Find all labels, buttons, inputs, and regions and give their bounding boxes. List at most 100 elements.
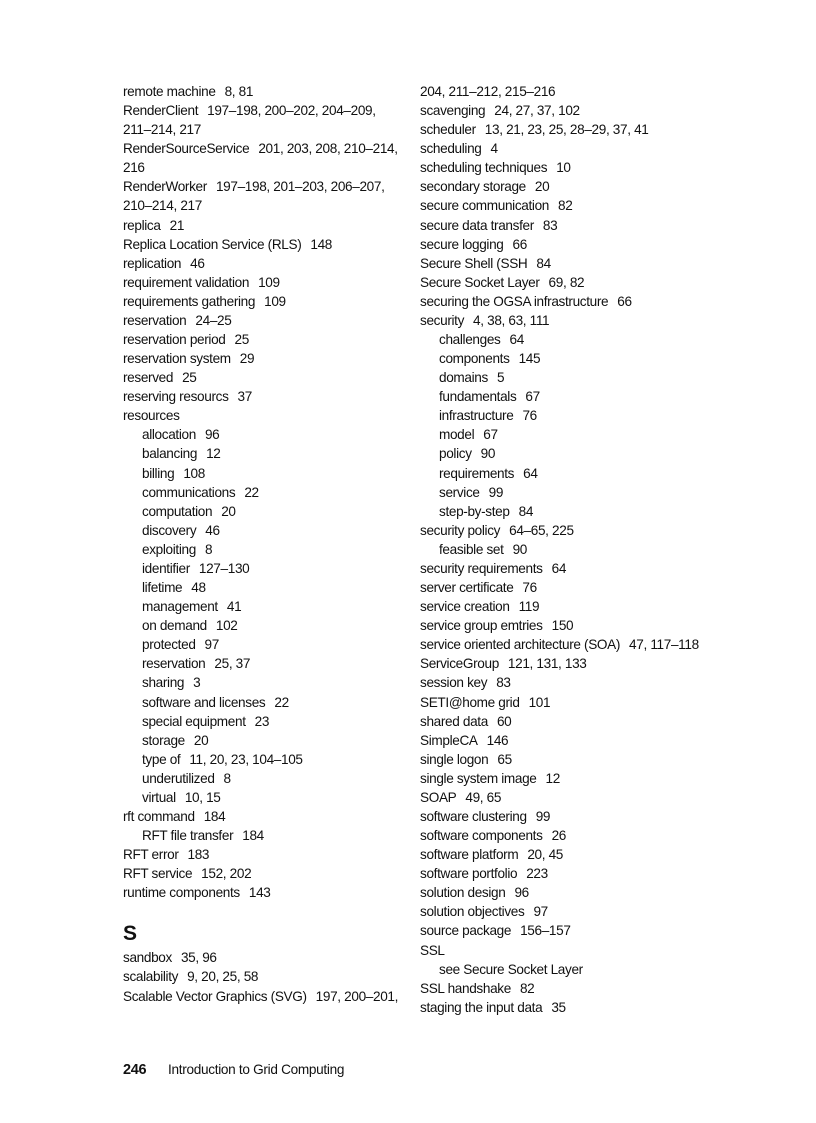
index-term: step-by-step [439, 503, 510, 519]
page-refs: 76 [522, 580, 537, 596]
index-entry: scalability 9, 20, 25, 58 [123, 967, 413, 986]
index-term: reserved [123, 370, 174, 386]
page-refs: 97 [204, 637, 220, 653]
page-refs: 25 [182, 370, 197, 386]
index-entry: solution design 96 [420, 883, 710, 902]
index-entry: 210–214, 217 [123, 196, 413, 215]
page-refs: 8, 81 [224, 84, 254, 99]
page-refs: 20 [221, 503, 236, 519]
index-entry: SimpleCA 146 [420, 731, 710, 750]
page-refs: 20 [193, 732, 209, 748]
page-refs: 29 [239, 351, 255, 367]
index-term: special equipment [142, 713, 246, 729]
index-term: rft command [123, 808, 195, 824]
page-refs: 109 [258, 274, 280, 290]
index-term: secure logging [420, 236, 504, 252]
page-refs: 223 [526, 866, 548, 882]
index-term: Scalable Vector Graphics (SVG) [123, 988, 307, 1004]
index-entry: software components 26 [420, 826, 710, 845]
index-subentry: on demand 102 [123, 616, 413, 635]
page-refs: 197, 200–201, [315, 988, 399, 1004]
index-term: security policy [420, 522, 501, 538]
page-refs: 9, 20, 25, 58 [187, 969, 259, 985]
index-subentry: requirements 64 [420, 464, 710, 483]
page-refs: 82 [558, 198, 573, 214]
page-refs: 102 [215, 618, 238, 634]
index-entry: Scalable Vector Graphics (SVG) 197, 200–2… [123, 987, 413, 1006]
page-refs: 145 [518, 351, 541, 367]
page-refs: 37 [237, 389, 253, 405]
page-refs: 67 [483, 427, 498, 443]
index-subentry: sharing 3 [123, 673, 413, 692]
index-entry: RFT error 183 [123, 845, 413, 864]
index-term: solution objectives [420, 904, 525, 920]
index-term: secure data transfer [420, 217, 534, 233]
page-refs: 83 [542, 217, 558, 233]
index-term: server certificate [420, 580, 514, 596]
index-subentry: model 67 [420, 425, 710, 444]
page-refs: 35 [551, 999, 566, 1015]
index-entry: service oriented architecture (SOA) 47, 1… [420, 635, 710, 654]
index-entry: service creation 119 [420, 597, 710, 616]
index-entry: runtime components 143 [123, 883, 413, 902]
page-refs: 46 [190, 255, 205, 271]
index-entry: RenderWorker 197–198, 201–203, 206–207, [123, 177, 413, 196]
page-refs: 84 [518, 503, 534, 519]
index-term: remote machine [123, 84, 216, 99]
index-term: scheduling [420, 141, 482, 157]
index-entry: server certificate 76 [420, 578, 710, 597]
index-entry: 204, 211–212, 215–216 [420, 82, 710, 101]
index-term: components [439, 351, 510, 367]
index-term: service creation [420, 599, 510, 615]
index-entry: scheduling techniques 10 [420, 158, 710, 177]
index-entry: solution objectives 97 [420, 902, 710, 921]
index-entry: Replica Location Service (RLS) 148 [123, 235, 413, 254]
page-refs: 10 [556, 160, 571, 176]
index-entry: securing the OGSA infrastructure 66 [420, 292, 710, 311]
index-term: secure communication [420, 198, 549, 214]
page-refs: 13, 21, 23, 25, 28–29, 37, 41 [484, 122, 649, 138]
index-entry: 211–214, 217 [123, 120, 413, 139]
book-title: Introduction to Grid Computing [168, 1062, 345, 1077]
page-refs: 96 [204, 427, 220, 443]
index-term: single logon [420, 751, 489, 767]
page-refs: 183 [187, 847, 210, 863]
index-term: RenderClient [123, 103, 199, 119]
index-term: shared data [420, 713, 488, 729]
index-term: challenges [439, 332, 501, 348]
index-subentry: exploiting 8 [123, 540, 413, 559]
index-term: 211–214, 217 [123, 122, 201, 138]
index-term: securing the OGSA infrastructure [420, 293, 609, 309]
page-refs: 22 [274, 694, 289, 710]
index-term: requirements [439, 465, 515, 481]
index-term: scheduler [420, 122, 476, 138]
index-entry: RFT service 152, 202 [123, 864, 413, 883]
index-entry: resources [123, 406, 413, 425]
index-subentry: software and licenses 22 [123, 693, 413, 712]
index-term: service group emtries [420, 618, 543, 634]
index-entry: secure logging 66 [420, 235, 710, 254]
page-refs: 35, 96 [180, 950, 217, 966]
index-term: allocation [142, 427, 196, 443]
index-entry: security 4, 38, 63, 111 [420, 311, 710, 330]
index-entry: replication 46 [123, 254, 413, 273]
index-entry: SETI@home grid 101 [420, 693, 710, 712]
index-term: on demand [142, 618, 207, 634]
page-refs: 99 [535, 808, 551, 824]
index-subentry: discovery 46 [123, 521, 413, 540]
page-refs: 46 [205, 522, 220, 538]
index-term: software and licenses [142, 694, 266, 710]
index-entry: remote machine 8, 81 [123, 82, 413, 101]
index-term: software clustering [420, 808, 527, 824]
index-term: scheduling techniques [420, 160, 548, 176]
index-subentry: reservation 25, 37 [123, 654, 413, 673]
page-refs: 65 [497, 751, 512, 767]
index-entry: sandbox 35, 96 [123, 948, 413, 967]
index-entry: reservation period 25 [123, 330, 413, 349]
index-subentry: computation 20 [123, 502, 413, 521]
index-entry: reservation system 29 [123, 349, 413, 368]
page-refs: 25, 37 [214, 656, 251, 672]
index-entry: Secure Shell (SSH 84 [420, 254, 710, 273]
page-refs: 83 [496, 675, 511, 691]
page-refs: 201, 203, 208, 210–214, [258, 141, 398, 157]
